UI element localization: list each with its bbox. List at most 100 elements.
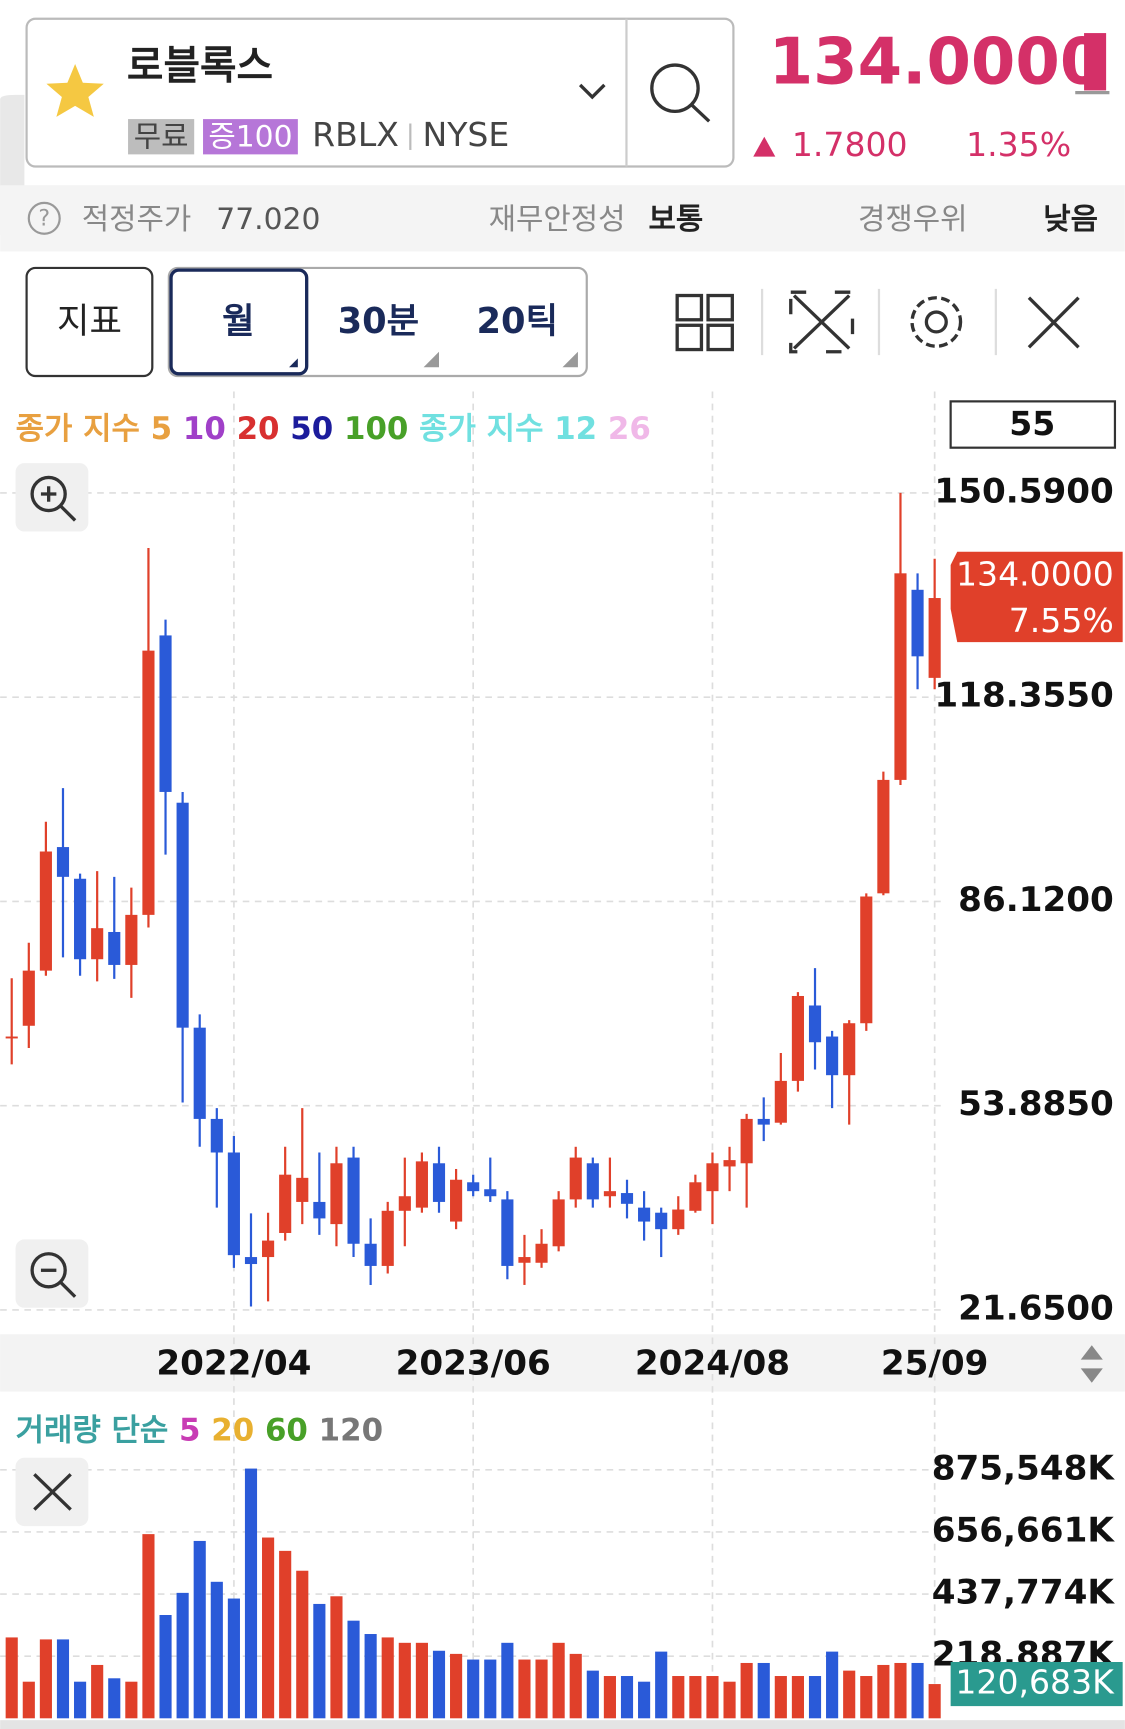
volume-bar <box>142 1534 155 1719</box>
x-tick-label: 25/09 <box>881 1344 989 1384</box>
legend-entry: 60 <box>265 1412 308 1448</box>
candle-body <box>877 779 890 894</box>
info-label: 적정주가 <box>82 202 192 237</box>
legend-entry: 12 <box>554 411 597 447</box>
volume-bar <box>5 1637 18 1719</box>
help-icon[interactable] <box>27 201 61 235</box>
layout-icon[interactable] <box>675 293 734 352</box>
volume-bar <box>877 1664 890 1719</box>
period-button-selected[interactable] <box>169 268 309 376</box>
legend-entry: 20 <box>237 411 280 447</box>
candle-body <box>774 1080 787 1123</box>
dropdown-chevron[interactable] <box>578 83 606 100</box>
icon-part <box>59 1281 77 1298</box>
candle-body <box>176 802 189 1028</box>
icon-part <box>706 323 734 352</box>
icon-part <box>30 1252 67 1289</box>
candle-body <box>843 1023 856 1076</box>
volume-bar <box>620 1676 634 1719</box>
tools-icon[interactable] <box>1027 296 1080 349</box>
y-tick-label: 437,774K <box>932 1573 1116 1613</box>
overlay-layer: 55 종가 지수 5 10 20 50 100 종가 지수 12 26 21.6… <box>15 400 1123 1707</box>
volume-bar <box>586 1670 599 1719</box>
legend-entry: 120 <box>319 1412 383 1448</box>
icon-part <box>33 1473 72 1511</box>
period-label[interactable]: 20틱 <box>477 301 559 342</box>
price-chart-area[interactable] <box>0 391 1125 1333</box>
volume-bar <box>638 1681 651 1719</box>
candle-body <box>279 1174 292 1233</box>
icon-part <box>792 294 851 350</box>
candle-body <box>911 589 924 657</box>
count: 55 <box>1009 404 1055 443</box>
zoom-in-button[interactable] <box>15 463 89 532</box>
fullscreen-icon[interactable] <box>789 290 855 354</box>
zoom-out-button[interactable] <box>15 1239 89 1308</box>
legend-entry: 5 <box>151 411 172 447</box>
volume-bar <box>364 1634 377 1719</box>
volume-bar <box>193 1540 206 1719</box>
icon-part <box>924 310 948 334</box>
candle-body <box>296 1177 309 1202</box>
volume-bar <box>450 1653 463 1719</box>
volume-bar <box>415 1642 428 1719</box>
legend-entry: 거래량 단순 <box>16 1412 169 1448</box>
volume-bar <box>723 1681 736 1719</box>
volume-bar <box>672 1676 685 1719</box>
volume-bar <box>843 1670 856 1719</box>
badge <box>203 119 298 155</box>
candle-body <box>193 1027 206 1119</box>
badge <box>128 119 195 155</box>
search-icon[interactable] <box>650 63 711 123</box>
candle-body <box>620 1193 634 1204</box>
legend-entry: 종가 지수 <box>16 411 140 447</box>
candle-body <box>450 1179 463 1222</box>
legend-entry: 20 <box>211 1412 254 1448</box>
candle-body <box>603 1191 616 1197</box>
corner-mark <box>562 351 578 368</box>
y-tick-label: 21.6500 <box>958 1288 1114 1328</box>
volume-bar <box>22 1681 35 1719</box>
volume-bar <box>808 1676 822 1719</box>
candle-body <box>484 1189 497 1197</box>
candle-body <box>757 1118 770 1125</box>
info-value: 낮음 <box>1043 202 1098 237</box>
stock-name: 로블록스 <box>127 43 273 89</box>
legend-entry: 50 <box>290 411 333 447</box>
indicator-button[interactable] <box>25 266 154 378</box>
info-label: 경쟁우위 <box>858 202 968 237</box>
volume-bar <box>501 1642 514 1719</box>
volume-tag <box>950 1662 1123 1707</box>
candle-body <box>398 1196 411 1211</box>
help-mark: ? <box>38 206 50 231</box>
settings-icon[interactable] <box>910 296 963 348</box>
candle-body <box>56 847 70 877</box>
volume-bar <box>826 1651 839 1719</box>
volume-bar <box>108 1678 121 1719</box>
corner-mark <box>423 351 439 368</box>
price-change: 1.7800 <box>792 125 908 164</box>
volume-bar <box>928 1684 941 1719</box>
candle-body <box>415 1161 428 1208</box>
favorite-star[interactable] <box>46 63 104 117</box>
candle-body <box>108 931 121 965</box>
legend-entry: 종가 지수 <box>419 411 543 447</box>
count-box[interactable] <box>949 400 1117 449</box>
scroll-down[interactable] <box>1080 1368 1103 1383</box>
volume-bar <box>227 1598 240 1719</box>
y-tick-label: 875,548K <box>932 1448 1116 1488</box>
exchange: NYSE <box>422 115 509 154</box>
volume-bar <box>91 1664 104 1719</box>
scroll-up[interactable] <box>1080 1345 1103 1360</box>
icon-part <box>706 293 734 322</box>
volume-bar <box>569 1653 582 1719</box>
candle-body <box>552 1199 565 1247</box>
y-tick-label: 150.5900 <box>934 471 1113 511</box>
volume-bar <box>911 1662 924 1719</box>
icon-part <box>789 290 855 354</box>
volume-bar <box>262 1537 275 1719</box>
period-label[interactable]: 30분 <box>338 301 420 342</box>
price-tag-change: 7.55% <box>1009 601 1114 640</box>
volume-bar <box>296 1570 309 1719</box>
period-label[interactable]: 월 <box>222 301 254 342</box>
